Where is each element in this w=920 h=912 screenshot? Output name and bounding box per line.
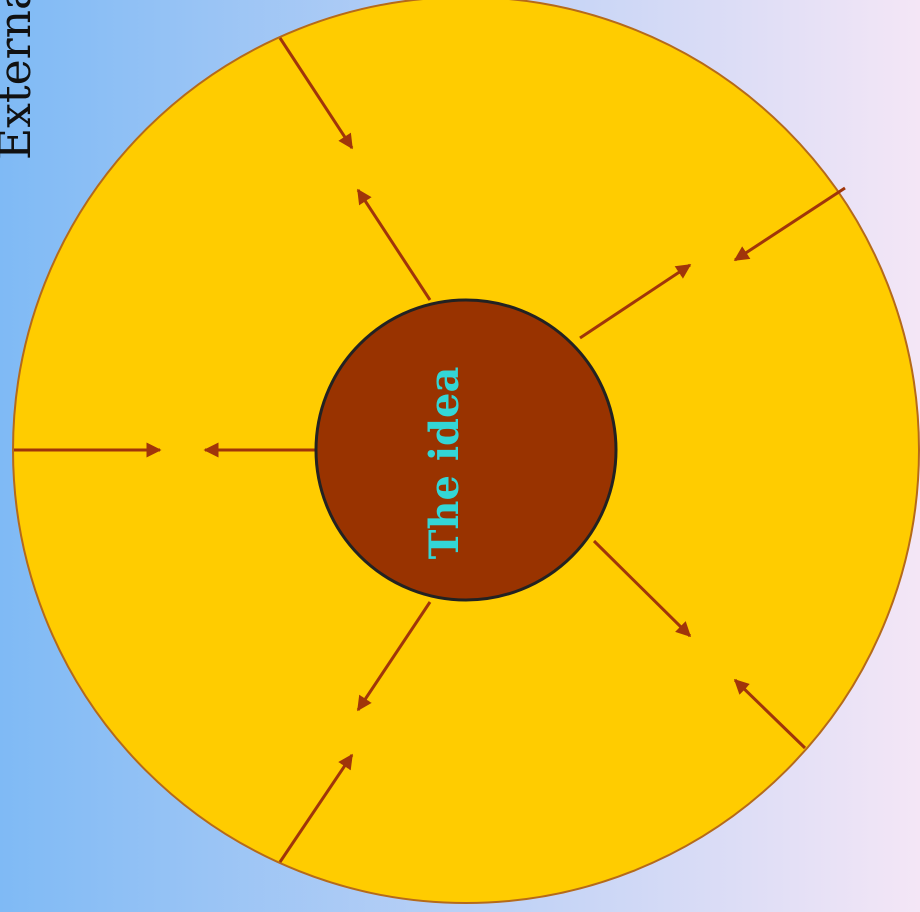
inward-arrow-bottom	[278, 753, 354, 863]
inward-arrow-lower-right	[733, 678, 807, 750]
inward-arrow-top	[278, 37, 354, 150]
inward-arrows	[14, 37, 846, 863]
outward-arrow-lower-right	[592, 539, 692, 638]
outward-arrows	[203, 188, 692, 712]
inward-arrow-upper-right	[733, 186, 846, 262]
center-label: The idea	[421, 367, 468, 560]
outward-arrow-upper-right	[579, 263, 692, 340]
outward-arrow-top	[356, 188, 432, 301]
outward-arrow-bottom	[356, 601, 432, 712]
inner-circle	[314, 298, 618, 602]
